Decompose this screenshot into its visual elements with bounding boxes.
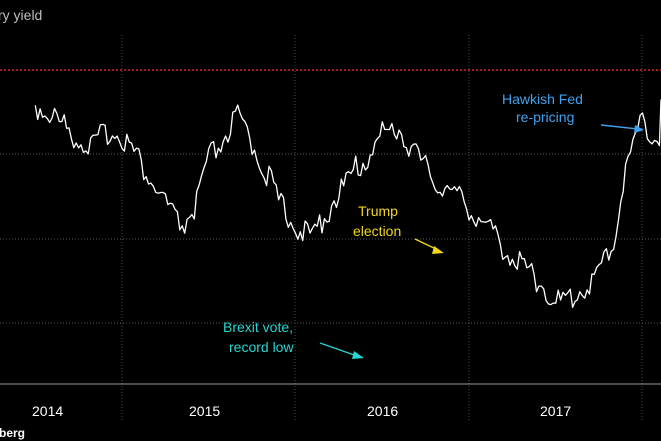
annotation-fed-arrow — [600, 124, 639, 130]
chart-title: ry yield — [0, 7, 42, 23]
annotation-brexit-line-2: record low — [229, 339, 294, 355]
x-tick-label-2017: 2017 — [540, 403, 571, 419]
vertical-gridlines — [121, 35, 643, 420]
annotation-trump-line-1: Trump — [358, 203, 398, 219]
annotation-trump-arrowhead — [432, 246, 444, 254]
annotation-fed: Hawkish Fed re-pricing — [502, 91, 644, 133]
annotation-fed-line-2: re-pricing — [516, 109, 574, 125]
annotation-brexit: Brexit vote, record low — [223, 319, 364, 359]
source-label: berg — [0, 426, 25, 440]
horizontal-gridlines — [0, 153, 661, 324]
x-axis: 2014 2015 2016 2017 — [32, 403, 571, 419]
annotation-brexit-line-1: Brexit vote, — [223, 319, 293, 335]
x-tick-label-2016: 2016 — [367, 403, 398, 419]
x-tick-label-2015: 2015 — [189, 403, 220, 419]
annotation-fed-arrowhead — [634, 125, 644, 133]
x-tick-label-2014: 2014 — [32, 403, 63, 419]
annotation-trump-line-2: election — [353, 223, 401, 239]
annotation-trump: Trump election — [353, 203, 444, 254]
annotation-brexit-arrow — [319, 342, 358, 357]
annotation-brexit-arrowhead — [352, 351, 364, 359]
yield-series-line — [34, 99, 661, 309]
annotation-fed-line-1: Hawkish Fed — [502, 91, 583, 107]
